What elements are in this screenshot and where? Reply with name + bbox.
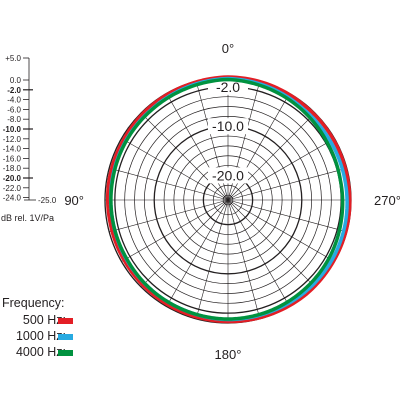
scale-tick-label: -6.0 xyxy=(7,105,21,114)
grid-spoke xyxy=(140,199,229,288)
angle-label-bottom: 180° xyxy=(215,347,242,362)
db-scale: +5.00.0-2.0-4.0-6.0-8.0-10.0-12.0-14.0-1… xyxy=(1,54,57,223)
grid-spoke xyxy=(166,199,229,307)
scale-tick-label: -24.0 xyxy=(3,194,22,203)
grid-spoke xyxy=(227,199,335,262)
frequency-legend: Frequency: 500 Hz: 1000 Hz: 4000 Hz: xyxy=(2,296,92,361)
angle-label-top: 0° xyxy=(222,41,234,56)
grid-spoke xyxy=(227,199,316,288)
grid-spoke xyxy=(227,167,347,201)
angle-labels: 0° 180° 90° 270° xyxy=(64,41,400,362)
legend-item-1000hz: 1000 Hz: xyxy=(2,329,92,345)
ring-label-bg xyxy=(208,118,248,135)
scale-tick-label: -12.0 xyxy=(3,135,22,144)
grid-spoke xyxy=(227,199,347,233)
scale-tick-label: -25.0 xyxy=(38,196,57,205)
ring-label-bg xyxy=(208,167,248,184)
grid-spoke xyxy=(121,138,229,201)
legend-label: 1000 Hz: xyxy=(15,329,66,343)
scale-unit-label: dB rel. 1V/Pa xyxy=(1,213,54,223)
response-curve xyxy=(105,75,352,324)
grid-spoke xyxy=(109,167,229,201)
ring-label: -2.0 xyxy=(216,79,240,95)
scale-tick-label: -22.0 xyxy=(3,184,22,193)
angle-label-left: 90° xyxy=(64,193,84,208)
scale-tick-label: -4.0 xyxy=(7,96,21,105)
ring-label: -10.0 xyxy=(212,118,244,134)
scale-tick-label: -10.0 xyxy=(3,125,22,134)
scale-tick-label: -2.0 xyxy=(7,86,21,95)
legend-title: Frequency: xyxy=(2,296,65,310)
grid-spoke xyxy=(227,112,316,201)
scale-tick-label: +5.0 xyxy=(5,54,21,63)
legend-label: 500 Hz: xyxy=(22,313,66,327)
response-curve xyxy=(109,77,345,321)
legend-swatch-red xyxy=(58,318,73,324)
ring-label-bg xyxy=(208,78,248,95)
grid-spoke xyxy=(195,199,229,319)
scale-tick-label: -18.0 xyxy=(3,164,22,173)
legend-label: 4000 Hz: xyxy=(15,345,66,359)
grid-spoke xyxy=(121,199,229,262)
grid-spoke xyxy=(140,112,229,201)
scale-tick-label: -14.0 xyxy=(3,145,22,154)
scale-tick-label: -20.0 xyxy=(3,174,22,183)
scale-tick-label: -8.0 xyxy=(7,115,21,124)
legend-item-4000hz: 4000 Hz: xyxy=(2,345,92,361)
grid-spoke xyxy=(227,199,290,307)
grid-spoke xyxy=(227,199,261,319)
grid-spoke xyxy=(227,138,335,201)
angle-label-right: 270° xyxy=(374,193,400,208)
ring-label: -20.0 xyxy=(212,167,244,183)
legend-item-500hz: 500 Hz: xyxy=(2,313,92,329)
ring-labels: -2.0 -10.0 -20.0 xyxy=(208,78,248,184)
scale-tick-label: 0.0 xyxy=(10,76,22,85)
grid-spoke xyxy=(109,199,229,233)
legend-swatch-green xyxy=(58,350,73,356)
response-curves xyxy=(105,75,352,324)
legend-swatch-blue xyxy=(58,334,73,340)
scale-tick-label: -16.0 xyxy=(3,154,22,163)
